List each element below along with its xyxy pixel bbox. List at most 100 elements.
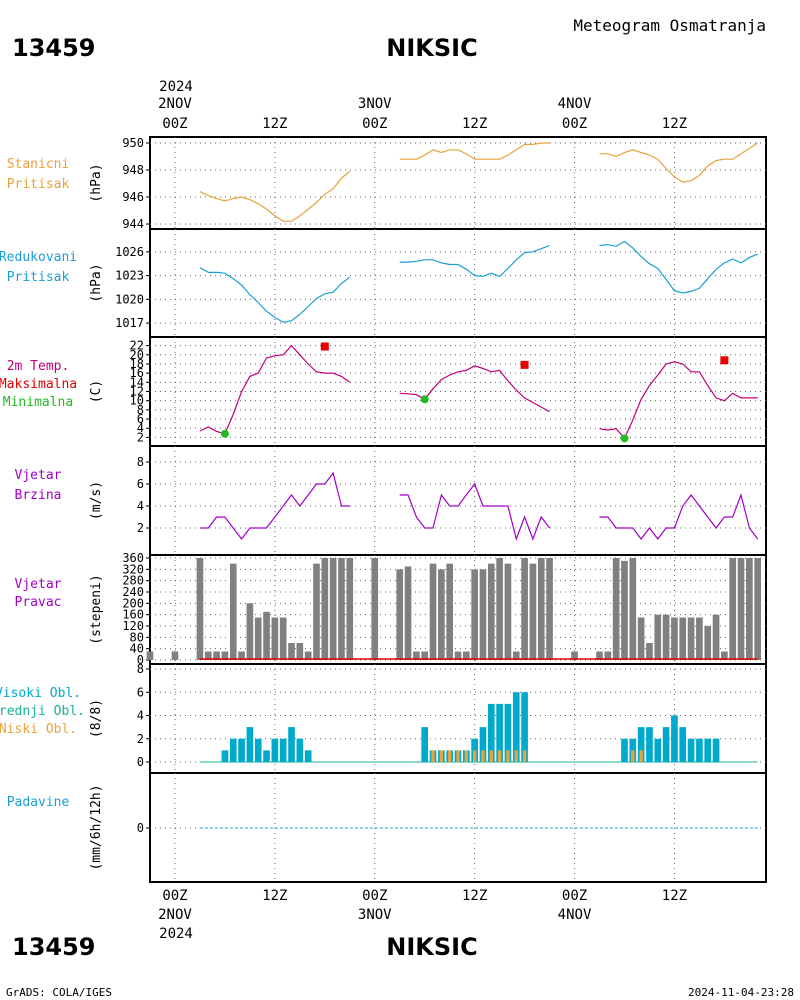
- top-year-label: 2024: [159, 79, 193, 95]
- cloud-high-bar: [496, 703, 503, 762]
- y-tick-label: 240: [122, 585, 144, 599]
- y-tick-label: 2: [137, 732, 144, 746]
- cloud-high-bar: [621, 738, 628, 762]
- cloud-high-bar: [246, 727, 254, 762]
- station-id-bottom: 13459: [12, 933, 96, 961]
- cloud-high-bar: [654, 738, 662, 762]
- wind-direction-bar: [512, 651, 520, 660]
- cloud-high-bar: [687, 738, 695, 762]
- wind-direction-bar: [754, 558, 762, 660]
- cloud-low-bar: [522, 750, 527, 762]
- wind-direction-bar: [504, 563, 512, 660]
- cloud-low-bar: [639, 750, 643, 762]
- y-tick-label: 0: [137, 821, 144, 835]
- bottom-day-label: 2NOV: [158, 907, 192, 923]
- y-tick-label: 1017: [115, 316, 144, 330]
- y-tick-label: 20: [130, 348, 144, 362]
- cloud-high-bar: [712, 738, 720, 762]
- cloud-low-bar: [631, 750, 635, 762]
- wind-direction-bar: [213, 651, 220, 660]
- y-tick-label: 4: [137, 499, 144, 513]
- panel-label: Minimalna: [3, 395, 73, 410]
- top-hour-label: 00Z: [562, 116, 587, 132]
- tmax-marker: [520, 360, 529, 369]
- axis-unit-wind_direction: (stepeni): [89, 574, 104, 644]
- y-tick-label: 40: [130, 642, 144, 656]
- wind-direction-bar: [321, 558, 329, 660]
- axis-unit-temperature: (C): [89, 380, 104, 403]
- wind-direction-bar: [687, 617, 695, 660]
- wind-direction-bar: [571, 651, 578, 660]
- wind-direction-bar: [529, 563, 537, 660]
- y-tick-label: 8: [137, 662, 144, 676]
- cloud-high-bar: [304, 750, 312, 762]
- wind-direction-bar: [196, 558, 204, 660]
- cloud-high-bar: [229, 738, 237, 762]
- wind-direction-bar: [329, 558, 337, 660]
- cloud-high-bar: [696, 738, 703, 762]
- panel-frame-temperature: [149, 336, 767, 447]
- y-tick-label: 6: [137, 477, 144, 491]
- bottom-day-label: 4NOV: [558, 907, 592, 923]
- cloud-low-bar: [431, 750, 435, 762]
- tmax-marker: [320, 342, 329, 351]
- wind-direction-bar: [438, 569, 445, 660]
- wind-direction-bar: [404, 566, 412, 660]
- station-name-top: NIKSIC: [386, 34, 477, 62]
- wind-direction-bar: [221, 651, 229, 660]
- panel-label: Vjetar: [15, 468, 62, 483]
- axis-unit-wind_speed: (m/s): [89, 481, 104, 520]
- wind-direction-bar: [421, 651, 429, 660]
- top-hour-label: 12Z: [462, 116, 487, 132]
- cloud-low-bar: [506, 750, 510, 762]
- wind-direction-bar: [413, 651, 420, 660]
- cloud-high-bar: [263, 750, 270, 762]
- axis-unit-precipitation: (mm/6h/12h): [89, 784, 104, 870]
- y-tick-label: 4: [137, 709, 144, 723]
- cloud-high-bar: [238, 738, 245, 762]
- tmin-marker: [220, 429, 229, 438]
- tmin-marker: [420, 395, 429, 404]
- cloud-low-bar: [456, 750, 460, 762]
- y-tick-label: 22: [130, 339, 144, 353]
- y-tick-label: 4: [137, 421, 144, 435]
- y-tick-label: 950: [122, 136, 144, 150]
- wind-direction-bar: [537, 558, 545, 660]
- cloud-low-bar: [514, 750, 518, 762]
- y-tick-label: 360: [122, 551, 144, 565]
- top-day-label: 3NOV: [358, 96, 392, 112]
- wind-direction-bar: [662, 614, 670, 660]
- tmin-marker: [620, 434, 629, 443]
- wind-direction-bar: [304, 651, 312, 660]
- top-day-label: 2NOV: [158, 96, 192, 112]
- wind-direction-bar: [621, 560, 628, 660]
- panel-label: Brzina: [15, 488, 62, 503]
- wind-direction-bar: [496, 558, 503, 660]
- wind-direction-bar: [737, 558, 745, 660]
- wind-direction-bar: [654, 614, 662, 660]
- bottom-hour-label: 00Z: [562, 888, 587, 904]
- series-line-reduced_pressure: [199, 267, 351, 323]
- wind-direction-bar: [729, 558, 737, 660]
- wind-direction-bar: [679, 617, 687, 660]
- wind-direction-bar: [629, 558, 637, 660]
- wind-direction-bar: [429, 563, 437, 660]
- wind-direction-bar: [521, 558, 528, 660]
- meteogram-label: Meteogram Osmatranja: [573, 16, 766, 35]
- cloud-low-bar: [489, 750, 493, 762]
- wind-direction-bar: [271, 617, 279, 660]
- y-tick-label: 120: [122, 619, 144, 633]
- panel-label: Srednji Obl.: [0, 704, 85, 719]
- cloud-high-bar: [421, 727, 429, 762]
- wind-direction-bar: [612, 558, 620, 660]
- y-tick-label: 320: [122, 562, 144, 576]
- cloud-low-bar: [497, 750, 502, 762]
- wind-direction-bar: [746, 558, 753, 660]
- y-tick-label: 946: [122, 190, 144, 204]
- station-id-top: 13459: [12, 34, 96, 62]
- series-line-reduced_pressure: [599, 240, 758, 294]
- y-tick-label: 2: [137, 430, 144, 444]
- panel-label: Niski Obl.: [0, 722, 77, 737]
- panel-label: Redukovani: [0, 250, 77, 265]
